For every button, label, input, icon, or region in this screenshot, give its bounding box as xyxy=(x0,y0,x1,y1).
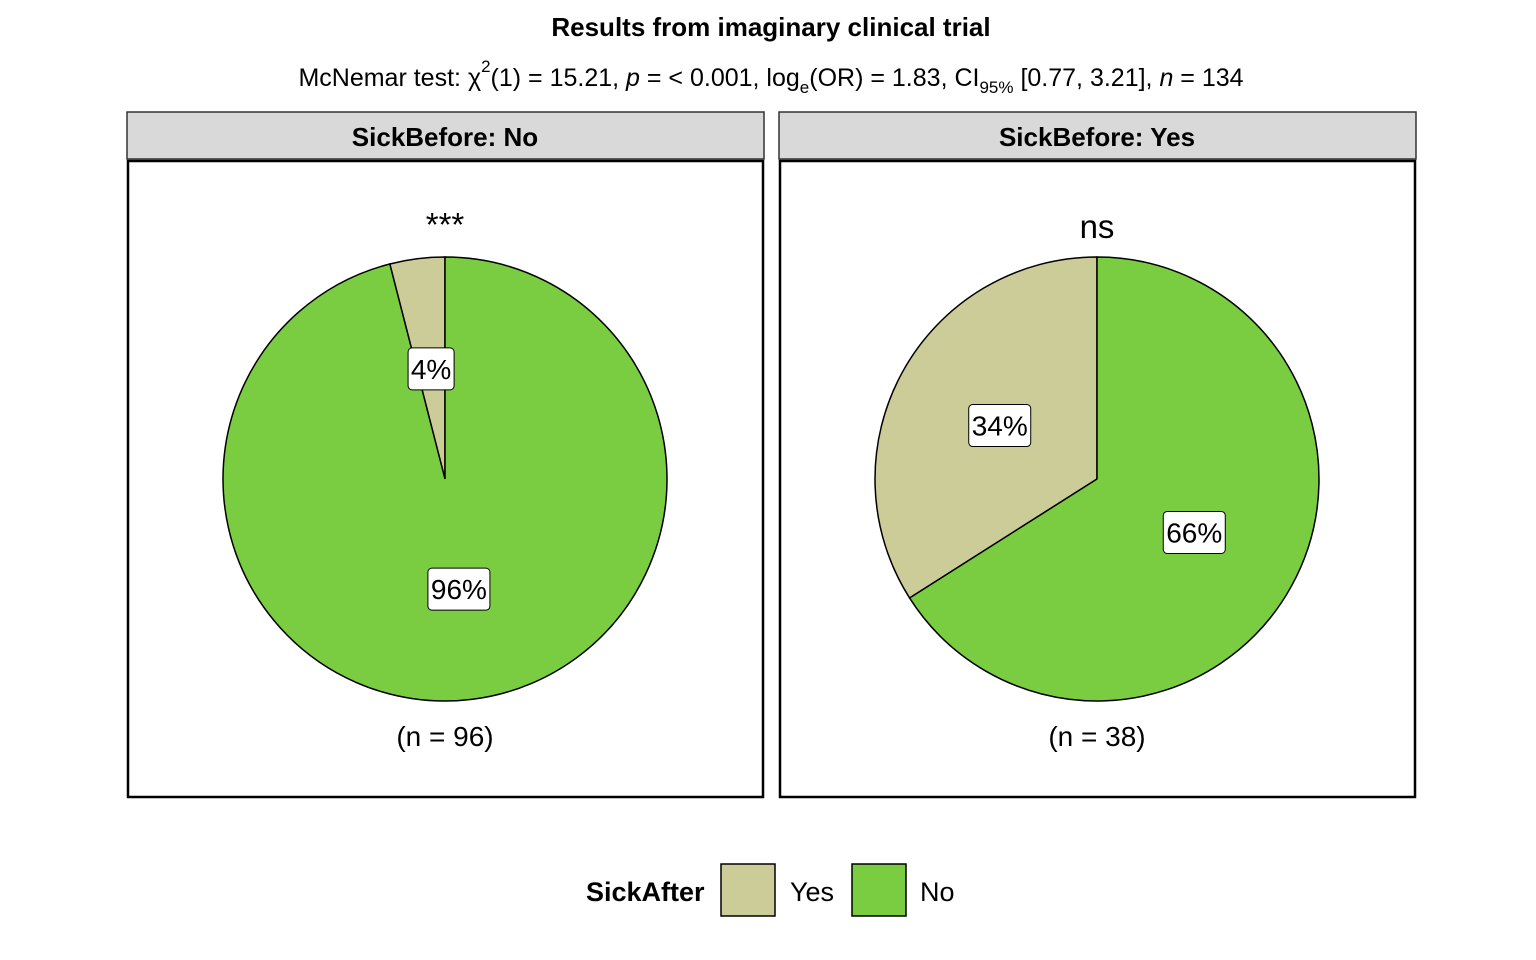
slice-label-no: 66% xyxy=(1162,510,1226,554)
slice-label-text: 66% xyxy=(1166,517,1222,548)
legend: SickAfter Yes No xyxy=(586,863,955,917)
slice-label-box xyxy=(968,404,1032,448)
chart-title: Results from imaginary clinical trial xyxy=(551,12,990,42)
slice-label-yes: 4% xyxy=(407,347,455,391)
legend-key-yes xyxy=(720,863,776,917)
slice-label-text: 4% xyxy=(411,354,451,385)
slice-label-text: 96% xyxy=(431,574,487,605)
chart-subtitle: McNemar test: χ2(1) = 15.21, p = < 0.001… xyxy=(298,57,1243,97)
slice-label-box xyxy=(1162,510,1226,554)
slice-label-text: 34% xyxy=(972,411,1028,442)
pie-slice-no xyxy=(222,256,668,702)
slice-label-yes: 34% xyxy=(968,404,1032,448)
strip-background xyxy=(126,111,765,160)
slice-label-box xyxy=(427,567,491,611)
strip-background xyxy=(778,111,1417,160)
pie-slice-no xyxy=(908,256,1320,702)
pie-slices xyxy=(222,256,668,702)
strip-label: SickBefore: Yes xyxy=(999,122,1195,152)
n-label: (n = 96) xyxy=(396,721,493,752)
pie-labels: 34% 66% xyxy=(968,404,1226,554)
pie-labels: 4% 96% xyxy=(407,347,491,611)
slice-label-no: 96% xyxy=(427,567,491,611)
significance-label: ns xyxy=(1080,208,1115,245)
pie-slices xyxy=(874,256,1320,702)
significance-label: *** xyxy=(426,206,465,243)
strip-label: SickBefore: No xyxy=(352,122,538,152)
n-label: (n = 38) xyxy=(1048,721,1145,752)
legend-key-no xyxy=(851,863,907,917)
legend-title: SickAfter xyxy=(586,877,705,907)
facet-sickbefore-no: SickBefore: No 4% 96% *** (n = 96) xyxy=(126,111,765,799)
slice-label-box xyxy=(407,347,455,391)
legend-label-no: No xyxy=(920,877,955,907)
legend-label-yes: Yes xyxy=(790,877,834,907)
facet-sickbefore-yes: SickBefore: Yes 34% 66% ns (n = 38) xyxy=(778,111,1417,799)
